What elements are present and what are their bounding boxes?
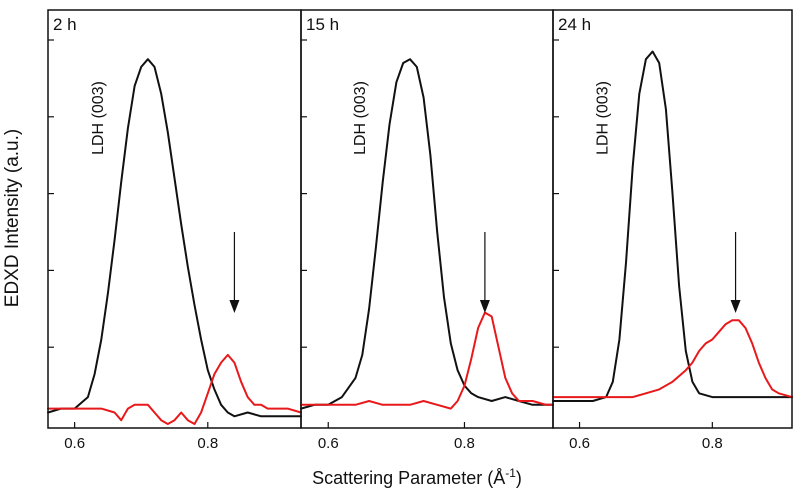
panel-3-arrow-head xyxy=(730,300,741,313)
panel-3-reflection-curve xyxy=(552,319,793,399)
panel-3-xtick-label-2: 0.8 xyxy=(702,435,723,452)
x-axis-label-main: Scattering Parameter (Å xyxy=(312,468,505,488)
panel-2-xtick-label-1: 0.6 xyxy=(318,435,339,452)
panel-2-ldh-annotation: LDH (003) xyxy=(352,81,369,155)
panel-1-xtick-label-2: 0.8 xyxy=(197,435,218,452)
panel-2: 0.6 0.8 15 h LDH (003) xyxy=(300,9,554,452)
panel-3: 0.6 0.8 24 h LDH (003) xyxy=(552,9,793,452)
x-axis-label-suffix: ) xyxy=(516,468,522,488)
panel-3-ldh-annotation: LDH (003) xyxy=(595,81,612,155)
x-axis-label: Scattering Parameter (Å-1) xyxy=(312,466,522,488)
panel-1-arrow-head xyxy=(229,300,240,313)
x-axis-label-superscript: -1 xyxy=(505,466,516,480)
panel-3-xtick-label-1: 0.6 xyxy=(569,435,590,452)
panel-1-ldh-annotation: LDH (003) xyxy=(90,81,107,155)
panel-2-frame xyxy=(300,9,554,429)
panel-2-arrow-head xyxy=(479,300,490,313)
panel-3-frame xyxy=(552,9,793,429)
panel-1-reflection-curve xyxy=(47,353,302,425)
panel-1: 0.6 0.8 2 h LDH (003) xyxy=(47,9,302,452)
panel-2-xtick-label-2: 0.8 xyxy=(454,435,475,452)
y-axis-label: EDXD Intensity (a.u.) xyxy=(2,129,23,307)
panel-2-reflection-curve xyxy=(300,311,554,410)
panel-1-ldh-curve xyxy=(47,58,302,418)
panel-1-time-label: 2 h xyxy=(53,15,77,34)
panel-2-ldh-curve xyxy=(300,58,554,410)
panel-2-time-label: 15 h xyxy=(306,15,339,34)
panel-3-time-label: 24 h xyxy=(558,15,591,34)
panel-1-xtick-label-1: 0.6 xyxy=(64,435,85,452)
panel-1-frame xyxy=(47,9,302,429)
panel-3-ldh-curve xyxy=(552,50,793,402)
